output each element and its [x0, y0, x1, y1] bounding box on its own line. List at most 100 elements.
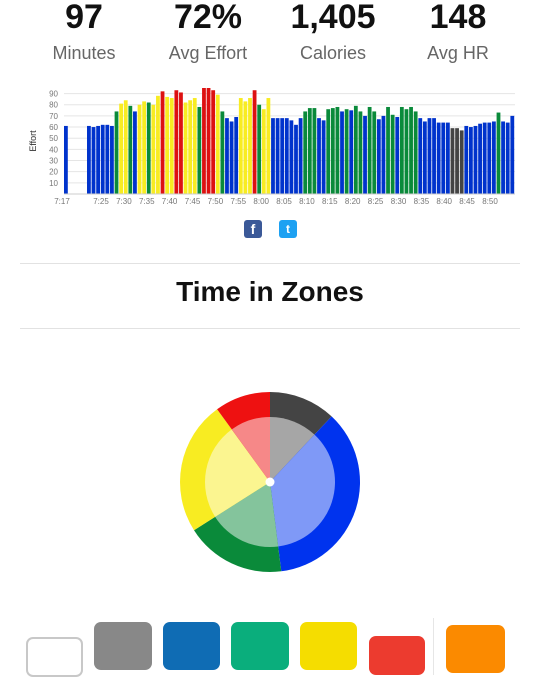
- x-tick-label: 8:20: [345, 197, 361, 206]
- effort-bar: [372, 111, 377, 194]
- zone-filter-swatches: [0, 620, 540, 677]
- effort-bar: [275, 118, 280, 194]
- effort-bar: [501, 121, 505, 194]
- facebook-icon[interactable]: f: [244, 220, 262, 238]
- effort-bar: [165, 96, 170, 194]
- effort-bar: [491, 121, 496, 194]
- effort-bar: [445, 122, 450, 194]
- effort-bar: [114, 111, 119, 194]
- effort-bar: [321, 120, 326, 194]
- effort-bar: [266, 98, 271, 194]
- x-tick-label: 7:50: [208, 197, 224, 206]
- effort-bar: [215, 94, 220, 194]
- stat-effort: 72% Avg Effort: [143, 0, 273, 64]
- effort-bar: [174, 90, 179, 194]
- effort-bar: [367, 106, 372, 194]
- stat-minutes-value: 97: [65, 0, 103, 36]
- effort-bar: [363, 115, 367, 194]
- swatch-separator: [433, 618, 434, 675]
- effort-bar: [202, 88, 206, 194]
- x-tick-label: 8:05: [276, 197, 292, 206]
- effort-bar: [105, 124, 110, 194]
- x-tick-label: 7:35: [139, 197, 155, 206]
- effort-bar: [261, 109, 266, 194]
- effort-bar: [330, 108, 335, 194]
- effort-bar: [294, 124, 298, 194]
- effort-bar: [326, 109, 331, 194]
- effort-bar: [390, 114, 395, 194]
- effort-bar: [123, 100, 128, 194]
- x-tick-label: 7:45: [185, 197, 201, 206]
- effort-bar: [353, 105, 358, 194]
- swatch-orange[interactable]: [446, 625, 505, 673]
- y-tick-label: 20: [49, 168, 58, 177]
- effort-bar: [404, 109, 409, 194]
- effort-bar: [96, 125, 101, 194]
- stat-effort-value: 72%: [173, 0, 243, 36]
- effort-bar: [188, 100, 193, 194]
- stat-hr: 148 Avg HR: [393, 0, 523, 64]
- x-tick-label: 8:45: [459, 197, 475, 206]
- x-tick-label: 8:30: [391, 197, 407, 206]
- effort-bar: [133, 111, 137, 194]
- effort-bar: [271, 118, 275, 194]
- effort-bar: [340, 111, 344, 194]
- stat-calories: 1,405 Calories: [268, 0, 398, 64]
- effort-bar: [128, 105, 133, 194]
- x-tick-label: 7:25: [93, 197, 109, 206]
- zones-title: Time in Zones: [176, 276, 364, 307]
- y-axis-title: Effort: [28, 130, 38, 152]
- y-tick-label: 40: [49, 145, 58, 154]
- y-tick-label: 80: [49, 101, 58, 110]
- effort-bar: [455, 128, 459, 194]
- stat-effort-label: Avg Effort: [168, 43, 248, 63]
- swatch-red[interactable]: [369, 636, 425, 675]
- effort-bar: [280, 118, 285, 194]
- effort-bar: [450, 128, 455, 194]
- effort-bar: [146, 102, 151, 194]
- zone-slice-inner-green: [215, 482, 279, 548]
- x-tick-label: 7:55: [231, 197, 247, 206]
- effort-bar: [238, 98, 243, 194]
- swatch-gray[interactable]: [94, 622, 152, 670]
- effort-bar: [427, 118, 432, 194]
- effort-bar: [64, 125, 68, 194]
- x-tick-label: 8:40: [436, 197, 452, 206]
- y-tick-label: 90: [49, 90, 58, 99]
- effort-bar: [413, 111, 418, 194]
- y-tick-label: 60: [49, 123, 58, 132]
- swatch-blue[interactable]: [163, 622, 220, 670]
- effort-bar: [243, 101, 248, 194]
- zone-slice-inner-yellow: [204, 429, 270, 517]
- effort-bar: [505, 122, 510, 194]
- y-tick-label: 70: [49, 112, 58, 121]
- swatch-yellow[interactable]: [300, 622, 357, 670]
- effort-bar: [91, 127, 96, 194]
- x-tick-label: 7:17: [54, 197, 70, 206]
- x-tick-label: 8:35: [414, 197, 430, 206]
- divider-top: [20, 263, 520, 264]
- effort-bar: [473, 125, 478, 194]
- effort-bar: [418, 118, 423, 194]
- donut-center-dot: [265, 477, 275, 487]
- effort-bar: [119, 103, 124, 194]
- swatch-green[interactable]: [231, 622, 289, 670]
- twitter-icon[interactable]: t: [279, 220, 297, 238]
- effort-bar: [510, 115, 515, 194]
- effort-bar: [211, 90, 216, 194]
- effort-bar: [156, 95, 160, 194]
- swatch-all[interactable]: [26, 637, 83, 677]
- effort-bar: [436, 122, 441, 194]
- stat-minutes-label: Minutes: [52, 43, 116, 63]
- effort-bar: [298, 118, 303, 194]
- x-tick-label: 8:15: [322, 197, 338, 206]
- effort-bar: [206, 88, 211, 194]
- x-tick-label: 8:25: [368, 197, 384, 206]
- effort-bar: [468, 127, 473, 194]
- effort-bar: [257, 104, 262, 194]
- effort-bar: [344, 109, 349, 194]
- stat-calories-value: 1,405: [290, 0, 376, 36]
- effort-bar: [248, 98, 252, 194]
- effort-bar: [459, 130, 464, 194]
- effort-bar: [160, 91, 165, 194]
